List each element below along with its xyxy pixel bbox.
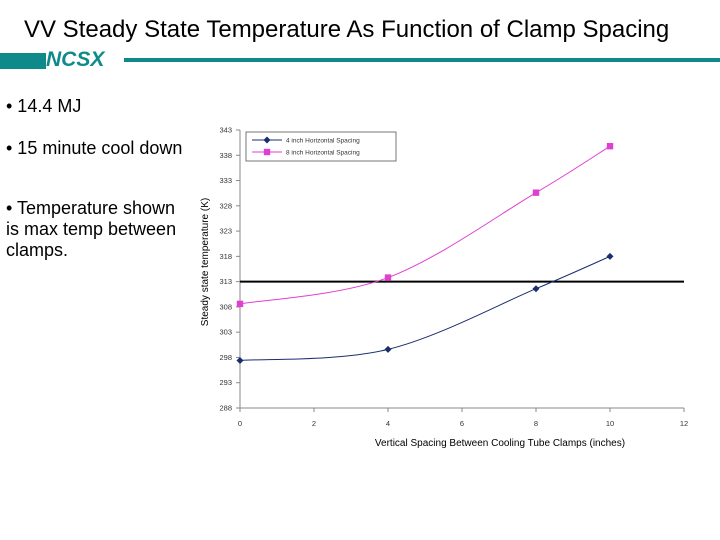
legend-label: 4 inch Horizontal Spacing	[286, 138, 360, 145]
x-tick-label: 10	[606, 419, 614, 428]
slide-title: VV Steady State Temperature As Function …	[24, 16, 670, 43]
y-tick-label: 313	[219, 277, 232, 286]
legend-label: 8 inch Horizontal Spacing	[286, 150, 360, 157]
temperature-chart: 288 293 298 303 308 313 318 323 328 333 338 343 0 2 4 6…	[200, 126, 688, 450]
series-1	[236, 252, 614, 364]
y-tick-label: 343	[219, 126, 232, 135]
data-point	[606, 142, 614, 150]
data-point	[532, 285, 540, 293]
y-tick-label: 293	[219, 378, 232, 387]
data-point	[532, 189, 540, 196]
y-tick-label: 308	[219, 302, 232, 311]
brand-logo: NCSX	[46, 48, 105, 71]
x-tick-label: 12	[680, 419, 688, 428]
y-tick-label: 323	[219, 227, 232, 236]
data-point	[236, 300, 244, 308]
series-group	[236, 142, 614, 364]
x-axis-label: Vertical Spacing Between Cooling Tube Cl…	[375, 438, 625, 449]
x-tick-label: 8	[534, 419, 538, 428]
legend-swatch-marker	[263, 148, 271, 156]
x-tick-label: 4	[386, 419, 390, 428]
brand-rule	[124, 58, 720, 62]
y-tick-label: 338	[219, 151, 232, 160]
x-tick-label: 6	[460, 419, 464, 428]
data-point	[606, 252, 614, 260]
y-tick-label: 298	[219, 353, 232, 362]
y-axis-label: Steady state temperature (K)	[200, 198, 211, 326]
y-tick-label: 333	[219, 176, 232, 185]
series-line	[239, 255, 611, 361]
series-2	[236, 142, 614, 308]
x-tick-label: 0	[238, 419, 242, 428]
brand-bar-left	[0, 53, 46, 69]
chart-axes: 288 293 298 303 308 313 318 323 328 333 338 343 0 2 4 6…	[219, 126, 688, 429]
legend-box	[245, 131, 397, 162]
bullet-temperature-note: • Temperature shown is max temp between …	[6, 198, 177, 260]
chart-legend: 4 inch Horizontal Spacing 8 inch Horizont…	[245, 131, 397, 162]
y-tick-label: 318	[219, 252, 232, 261]
y-tick-label: 328	[219, 201, 232, 210]
y-tick-label: 303	[219, 328, 232, 337]
data-point	[236, 356, 244, 364]
data-point	[384, 345, 392, 353]
legend-swatch-marker	[263, 136, 271, 144]
series-line	[239, 145, 611, 305]
x-tick-label: 2	[312, 419, 316, 428]
bullet-energy: • 14.4 MJ	[6, 96, 82, 116]
bullet-cooldown: • 15 minute cool down	[6, 138, 183, 158]
data-point	[384, 274, 392, 281]
y-tick-label: 288	[219, 404, 232, 413]
